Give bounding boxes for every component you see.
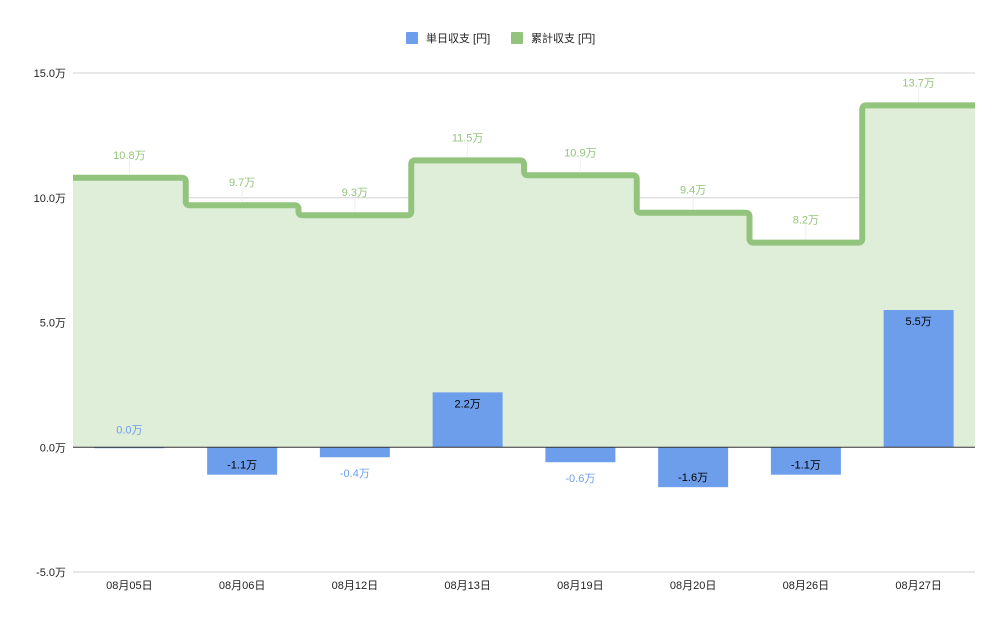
bar-value-label: -1.1万 — [791, 460, 821, 472]
y-tick-label: 5.0万 — [40, 318, 66, 330]
cumulative-value-label: 8.2万 — [793, 215, 819, 227]
bar-value-label: -1.6万 — [678, 472, 708, 484]
legend-label-cumulative: 累計収支 [円] — [531, 31, 595, 45]
legend[interactable]: 単日収支 [円] 累計収支 [円] — [406, 31, 595, 45]
bar-08月12日[interactable] — [319, 447, 390, 458]
cumulative-value-label: 9.7万 — [229, 177, 255, 189]
cumulative-area-fill — [73, 105, 975, 448]
cumulative-value-label: 9.4万 — [680, 185, 706, 197]
x-tick-label: 08月20日 — [670, 580, 716, 592]
x-tick-label: 08月27日 — [895, 580, 941, 592]
bar-value-label: -0.6万 — [565, 473, 595, 485]
y-tick-label: 15.0万 — [34, 68, 66, 80]
bar-value-label: 5.5万 — [905, 316, 931, 328]
bar-08月06日[interactable] — [207, 447, 278, 475]
y-axis: -5.0万 0.0万 5.0万 10.0万 15.0万 — [34, 68, 66, 579]
data-labels: 0.0万 -1.1万 -0.4万 2.2万 -0.6万 -1.6万 -1.1万 5.5万 10.… — [113, 77, 935, 485]
bar-value-label: -0.4万 — [340, 468, 370, 480]
x-tick-label: 08月19日 — [557, 580, 603, 592]
cumulative-value-label: 11.5万 — [452, 132, 484, 144]
daily-bars — [94, 310, 954, 488]
bar-value-label: -1.1万 — [227, 460, 257, 472]
cumulative-value-label: 10.9万 — [564, 147, 596, 159]
x-tick-label: 08月06日 — [219, 580, 265, 592]
legend-swatch-cumulative — [511, 32, 523, 44]
cumulative-area — [73, 105, 975, 448]
bar-08月27日[interactable] — [883, 310, 954, 448]
cumulative-line[interactable] — [73, 102, 975, 246]
cumulative-value-label: 9.3万 — [342, 187, 368, 199]
x-tick-label: 08月13日 — [444, 580, 490, 592]
bar-08月26日[interactable] — [770, 447, 841, 475]
bar-08月19日[interactable] — [545, 447, 616, 463]
bar-value-label: 2.2万 — [454, 398, 480, 410]
y-tick-label: -5.0万 — [36, 567, 66, 579]
legend-swatch-daily — [406, 32, 418, 44]
y-tick-label: 0.0万 — [40, 442, 66, 454]
cumulative-value-label: 10.8万 — [113, 150, 145, 162]
legend-label-daily: 単日収支 [円] — [426, 31, 490, 45]
bar-08月20日[interactable] — [658, 447, 729, 488]
x-tick-label: 08月05日 — [106, 580, 152, 592]
x-axis: 08月05日 08月06日 08月12日 08月13日 08月19日 08月20日 08月2… — [106, 580, 942, 592]
x-tick-label: 08月12日 — [332, 580, 378, 592]
x-tick-label: 08月26日 — [783, 580, 829, 592]
y-tick-label: 10.0万 — [34, 193, 66, 205]
bar-08月13日[interactable] — [432, 392, 503, 448]
cumulative-step-line — [73, 102, 975, 246]
bar-value-label: 0.0万 — [116, 424, 142, 436]
cumulative-value-label: 13.7万 — [902, 77, 934, 89]
